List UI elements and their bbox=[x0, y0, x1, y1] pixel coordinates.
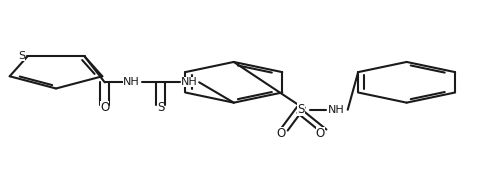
Text: O: O bbox=[100, 101, 109, 115]
Text: NH: NH bbox=[181, 77, 197, 87]
Text: NH: NH bbox=[328, 105, 344, 115]
Text: S: S bbox=[297, 103, 305, 116]
Text: NH: NH bbox=[123, 77, 140, 87]
Text: S: S bbox=[157, 101, 165, 115]
Text: O: O bbox=[316, 127, 325, 140]
Text: O: O bbox=[277, 127, 286, 140]
Text: S: S bbox=[18, 51, 25, 61]
